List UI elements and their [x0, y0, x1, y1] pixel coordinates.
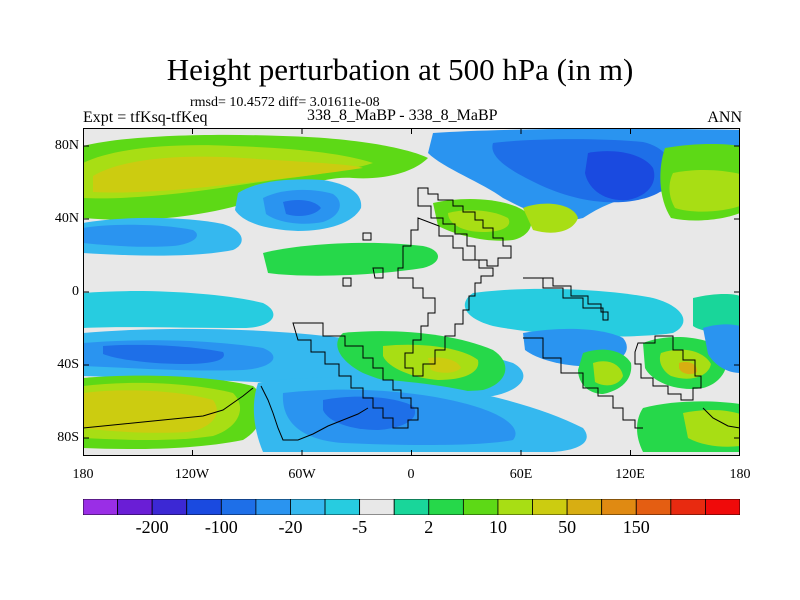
colorbar-box: [151, 499, 188, 515]
case-label: 338_8_MaBP - 338_8_MaBP: [307, 107, 498, 124]
colorbar-box: [220, 499, 257, 515]
colorbar-box: [83, 499, 118, 515]
contour-fill: [83, 291, 274, 328]
contour-fill: [428, 357, 461, 373]
colorbar-box: [117, 499, 153, 515]
colorbar-label: 50: [558, 517, 577, 537]
colorbar-box: [393, 499, 430, 515]
contour-map: [83, 128, 740, 456]
x-tick-label: 180: [72, 467, 94, 482]
x-tick-label: 120W: [174, 467, 210, 482]
contour-fill: [263, 242, 438, 276]
contour-fill: [464, 288, 684, 337]
contour-fill: [593, 361, 623, 386]
contour-fill: [103, 344, 224, 364]
x-tick-label: 60W: [288, 467, 316, 482]
y-tick-label: 80S: [57, 430, 79, 445]
colorbar-box: [359, 499, 395, 515]
tick-marks: [83, 128, 740, 456]
contour-fill: [585, 151, 655, 201]
colorbar-box: [532, 499, 568, 515]
y-tick-label: 80N: [54, 138, 79, 153]
experiment-label: Expt = tfKsq-tfKeq: [83, 109, 208, 126]
colorbar-box: [635, 499, 672, 515]
colorbar-box: [705, 499, 740, 515]
colorbar-label: -200: [135, 517, 169, 537]
y-tick-label: 0: [72, 284, 79, 299]
contour-fill: [323, 396, 416, 430]
colorbar-box: [186, 499, 222, 515]
season-label: ANN: [707, 109, 742, 126]
colorbar-box: [290, 499, 326, 515]
colorbar-box: [497, 499, 533, 515]
colorbar-box: [601, 499, 637, 515]
x-tick-label: 180: [729, 467, 751, 482]
colorbar: [83, 499, 740, 515]
y-tick-label: 40S: [57, 357, 79, 372]
colorbar-label: 10: [488, 517, 507, 537]
contour-fill: [283, 200, 321, 216]
contour-fill: [703, 324, 740, 373]
colorbar-label: 150: [622, 517, 650, 537]
x-tick-label: 0: [407, 467, 415, 482]
x-tick-label: 120E: [615, 467, 645, 482]
rmsd-stats: rmsd= 10.4572 diff= 3.01611e-08: [190, 95, 380, 110]
colorbar-label: -20: [278, 517, 303, 537]
colorbar-box: [670, 499, 706, 515]
contour-fill: [669, 170, 740, 212]
coastline: [83, 187, 740, 441]
colorbar-box: [462, 499, 499, 515]
colorbar-box: [566, 499, 603, 515]
contour-fill: [448, 210, 510, 232]
colorbar-label: -5: [352, 517, 368, 537]
contour-fill: [93, 156, 363, 193]
map-title: Height perturbation at 500 hPa (in m): [166, 52, 634, 87]
contour-fill: [683, 410, 740, 447]
colorbar-box: [324, 499, 361, 515]
contour-fill: [679, 362, 698, 375]
colorbar-label: 2: [424, 517, 434, 537]
y-tick-label: 40N: [54, 211, 79, 226]
colorbar-box: [428, 499, 464, 515]
contour-fill: [523, 203, 578, 233]
x-tick-label: 60E: [509, 467, 533, 482]
contour-fill: [83, 224, 197, 247]
colorbar-label: -100: [204, 517, 238, 537]
contour-fill: [693, 293, 740, 332]
contour-fill: [83, 390, 217, 433]
colorbar-box: [255, 499, 291, 515]
